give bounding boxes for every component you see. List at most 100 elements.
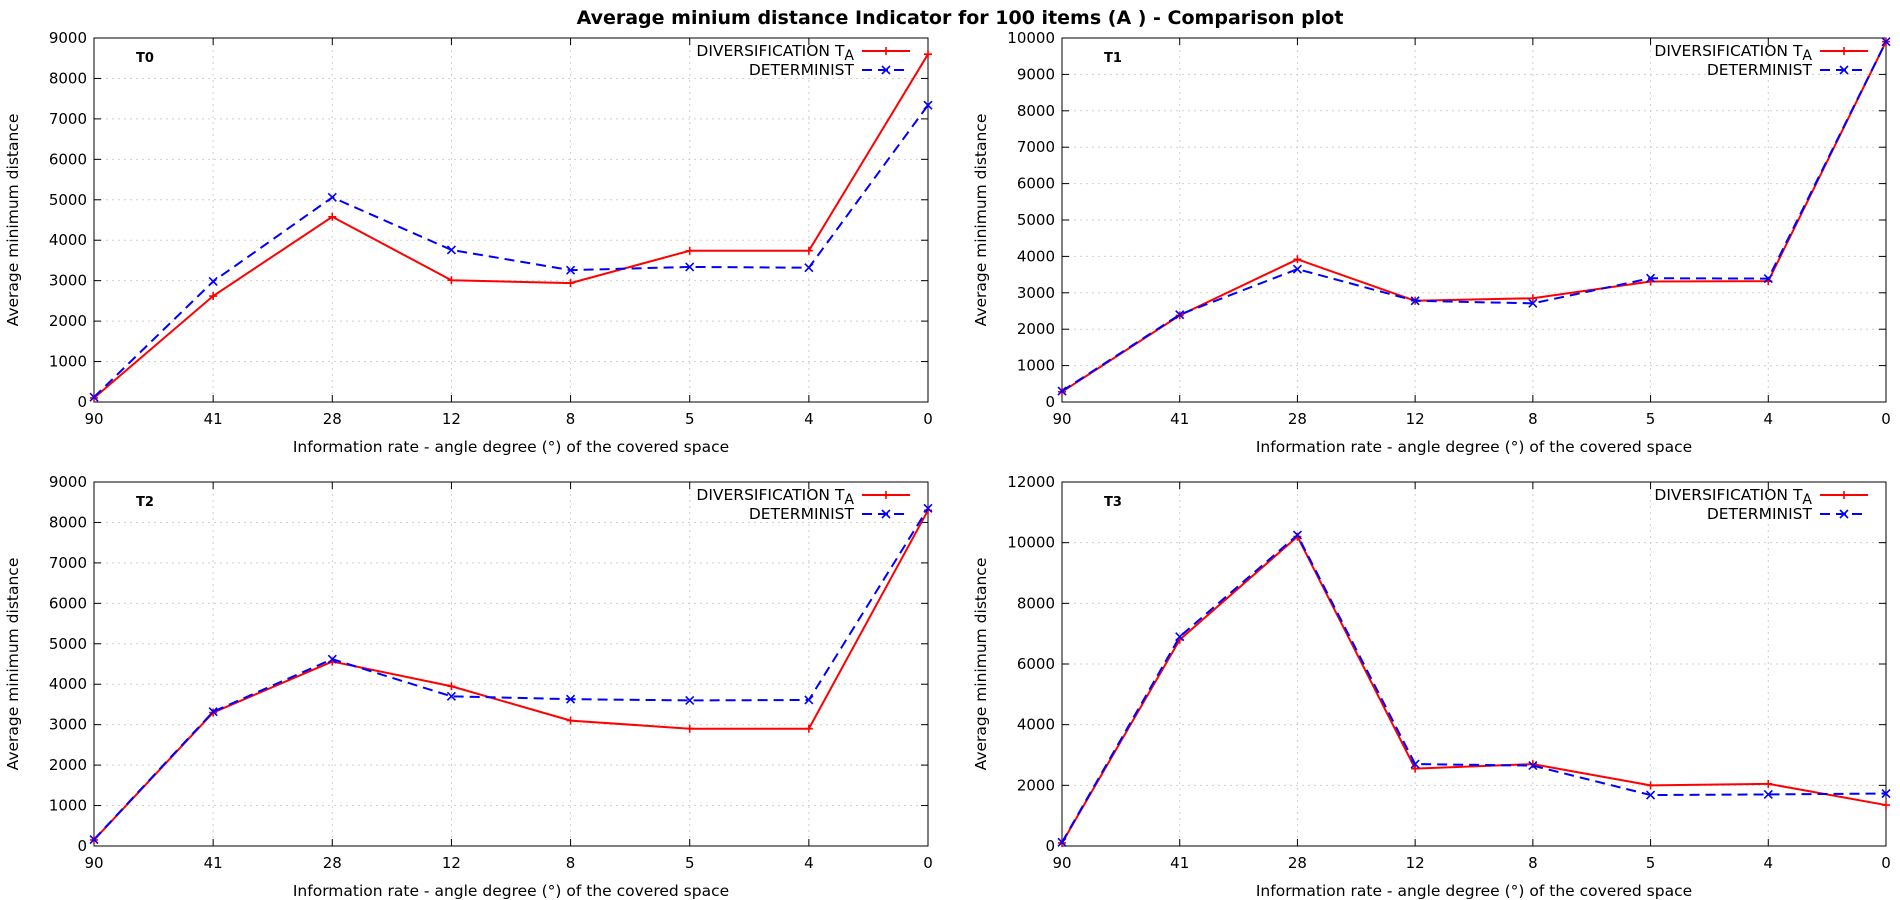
plot-frame xyxy=(1061,481,1887,847)
data-point-determinist xyxy=(566,265,576,275)
data-point-determinist xyxy=(1881,37,1891,47)
data-point-determinist xyxy=(327,654,337,664)
data-point-diversification xyxy=(328,212,337,221)
series-line-diversification xyxy=(1061,534,1887,844)
panel-label: T2 xyxy=(136,495,154,510)
legend-marker xyxy=(882,47,890,55)
chart-panel-t3: 0 2000 4000 6000 8000 10000 12000 90 41 28 12 8 5 4 0 I… xyxy=(972,473,1891,900)
data-point-diversification xyxy=(447,682,456,691)
data-point-determinist xyxy=(446,245,456,255)
x-tick-label: 8 xyxy=(1528,410,1538,428)
series-line-determinist xyxy=(93,104,929,398)
panel-label: T0 xyxy=(136,51,154,66)
y-tick-label: 2000 xyxy=(49,312,87,330)
x-tick-label: 0 xyxy=(1881,854,1891,872)
data-point-determinist xyxy=(1646,273,1656,283)
y-tick-label: 4000 xyxy=(1017,247,1055,265)
x-axis-label: Information rate - angle degree (°) of t… xyxy=(1256,882,1692,900)
y-axis-label: Average minimum distance xyxy=(972,558,990,771)
plot-frame xyxy=(93,37,929,403)
x-tick-label: 90 xyxy=(1052,854,1071,872)
series-line-diversification xyxy=(1061,41,1887,393)
data-point-diversification xyxy=(804,246,813,255)
y-tick-label: 0 xyxy=(1045,837,1055,855)
chart-panel-t1: 0 1000 2000 3000 4000 5000 6000 7000 8000 9000 100… xyxy=(972,29,1891,456)
x-tick-label: 41 xyxy=(1170,410,1189,428)
data-point-diversification xyxy=(209,292,218,301)
series-line-determinist xyxy=(1061,41,1887,392)
y-tick-label: 10000 xyxy=(1007,534,1055,552)
chart-panel-t2: 0 1000 2000 3000 4000 5000 6000 7000 8000 9000 90 4… xyxy=(4,473,933,900)
y-tick-label: 1000 xyxy=(49,353,87,371)
data-point-determinist xyxy=(1881,788,1891,799)
y-axis-label: Average minimum distance xyxy=(972,114,990,327)
x-tick-label: 8 xyxy=(566,854,576,872)
legend-label: DETERMINIST xyxy=(749,505,855,523)
x-tick-label: 12 xyxy=(1406,854,1425,872)
data-point-determinist xyxy=(923,503,933,513)
legend-marker xyxy=(1839,509,1849,519)
y-tick-label: 9000 xyxy=(49,29,87,47)
data-point-determinist xyxy=(208,276,218,287)
y-axis-label: Average minimum distance xyxy=(4,558,22,771)
data-point-diversification xyxy=(566,279,575,288)
y-tick-label: 4000 xyxy=(1017,716,1055,734)
y-tick-label: 3000 xyxy=(49,272,87,290)
plot-frame xyxy=(93,481,929,847)
data-point-determinist xyxy=(566,694,576,704)
y-tick-label: 12000 xyxy=(1007,473,1055,491)
data-point-determinist xyxy=(685,695,695,705)
x-tick-label: 8 xyxy=(566,410,576,428)
x-tick-label: 28 xyxy=(1288,854,1307,872)
data-point-determinist xyxy=(1410,759,1420,769)
series-line-determinist xyxy=(1061,533,1887,843)
y-tick-label: 8000 xyxy=(49,513,87,531)
x-tick-label: 5 xyxy=(1646,410,1656,428)
data-point-determinist xyxy=(1646,790,1656,800)
data-point-determinist xyxy=(1175,632,1185,642)
plot-frame xyxy=(1061,37,1887,403)
x-tick-label: 4 xyxy=(804,854,814,872)
x-tick-label: 0 xyxy=(923,410,933,428)
x-tick-label: 41 xyxy=(204,410,223,428)
x-tick-label: 28 xyxy=(323,854,342,872)
data-point-determinist xyxy=(1175,310,1185,320)
data-point-determinist xyxy=(327,192,337,202)
x-tick-label: 8 xyxy=(1528,854,1538,872)
data-point-determinist xyxy=(1763,789,1773,799)
legend-label: DETERMINIST xyxy=(1707,505,1813,523)
x-axis-label: Information rate - angle degree (°) of t… xyxy=(1256,438,1692,456)
legend-marker xyxy=(881,65,891,75)
y-tick-label: 0 xyxy=(1045,393,1055,411)
x-tick-label: 4 xyxy=(1764,854,1774,872)
x-tick-label: 90 xyxy=(84,854,103,872)
data-point-determinist xyxy=(89,392,99,402)
legend-marker xyxy=(881,509,891,519)
legend-label: DIVERSIFICATION TA xyxy=(1654,486,1812,508)
y-tick-label: 7000 xyxy=(1017,138,1055,156)
data-point-determinist xyxy=(1410,296,1420,306)
y-tick-label: 4000 xyxy=(49,231,87,249)
y-tick-label: 6000 xyxy=(1017,655,1055,673)
x-tick-label: 5 xyxy=(685,854,695,872)
series-line-diversification xyxy=(93,53,929,399)
data-point-diversification xyxy=(566,716,575,725)
series-line-determinist xyxy=(93,507,929,841)
y-tick-label: 7000 xyxy=(49,110,87,128)
figure-title: Average minium distance Indicator for 10… xyxy=(577,7,1344,29)
x-tick-label: 41 xyxy=(204,854,223,872)
y-tick-label: 1000 xyxy=(1017,357,1055,375)
y-tick-label: 5000 xyxy=(49,635,87,653)
x-tick-label: 90 xyxy=(84,410,103,428)
legend-marker xyxy=(1840,491,1848,499)
x-tick-label: 28 xyxy=(323,410,342,428)
data-point-diversification xyxy=(804,724,813,733)
x-tick-label: 4 xyxy=(804,410,814,428)
y-tick-label: 1000 xyxy=(49,797,87,815)
legend-label: DIVERSIFICATION TA xyxy=(1654,42,1812,64)
data-point-determinist xyxy=(923,100,933,110)
data-point-determinist xyxy=(1057,386,1067,396)
y-tick-label: 2000 xyxy=(49,756,87,774)
legend-marker xyxy=(1839,65,1849,75)
